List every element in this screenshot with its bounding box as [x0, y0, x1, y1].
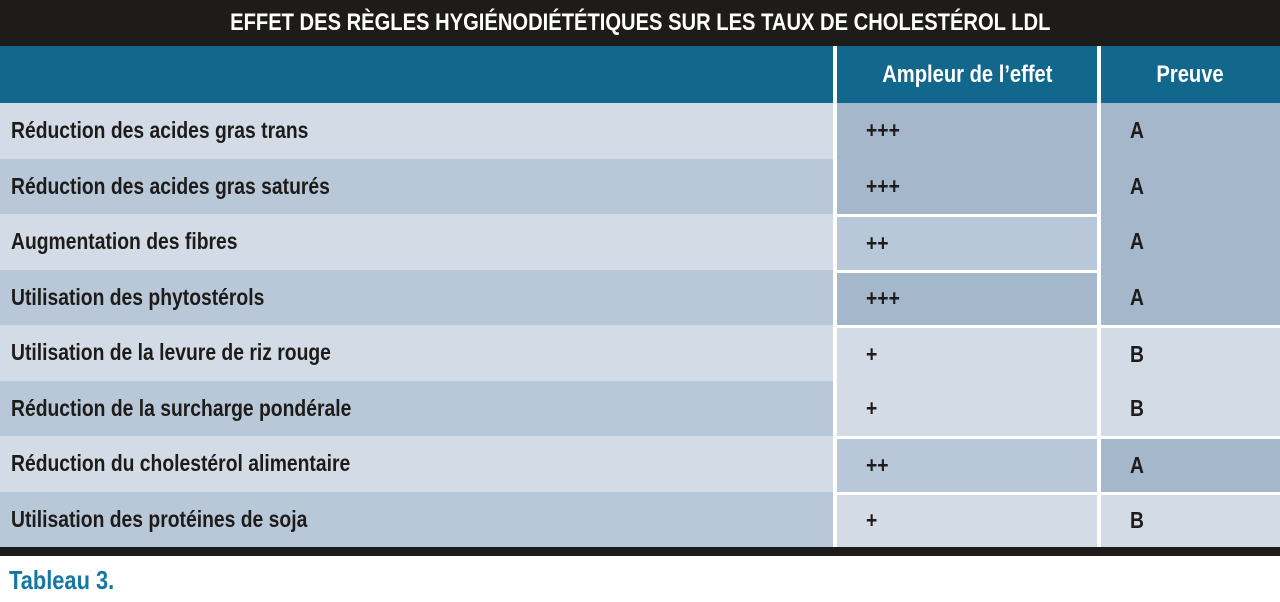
effect-cell: + [837, 491, 1097, 547]
effect-cell: +++ [837, 103, 1097, 159]
proof-cell: B [1101, 380, 1280, 436]
table-title: EFFET DES RÈGLES HYGIÉNODIÉTÉTIQUES SUR … [229, 9, 1051, 36]
proof-cell: A [1101, 269, 1280, 325]
effect-cells: +++ +++ ++ +++ + + ++ + [837, 103, 1097, 547]
table-caption: Tableau 3. [0, 556, 1280, 596]
row-label-cell-text: Augmentation des fibres [11, 228, 238, 255]
caption-text: Tableau 3. [9, 565, 115, 595]
effect-cell: + [837, 380, 1097, 436]
header-proof-label: Preuve [1156, 60, 1225, 88]
column-separator-1 [833, 46, 837, 547]
effect-cell: +++ [837, 158, 1097, 214]
effect-cell-text: +++ [866, 285, 900, 312]
effect-cell-text: ++ [866, 451, 889, 478]
effect-cell-text: +++ [866, 172, 900, 199]
effect-cell-text: +++ [866, 117, 900, 144]
effect-cell-text: ++ [866, 229, 889, 256]
proof-cell: A [1101, 103, 1280, 159]
table-title-bar: EFFET DES RÈGLES HYGIÉNODIÉTÉTIQUES SUR … [0, 0, 1280, 46]
effect-cell: ++ [837, 436, 1097, 492]
proof-cell-text: A [1130, 228, 1144, 255]
proof-cell-text: A [1130, 117, 1144, 144]
header-effect-cell: Ampleur de l’effet [837, 46, 1097, 103]
proof-cell: A [1101, 436, 1280, 492]
proof-cell: A [1101, 214, 1280, 270]
row-label-cell-text: Réduction de la surcharge pondérale [11, 394, 352, 421]
header-proof-cell: Preuve [1101, 46, 1280, 103]
row-label-cell: Utilisation des protéines de soja [0, 491, 833, 547]
proof-cell-text: A [1130, 283, 1144, 310]
row-label-cell: Utilisation de la levure de riz rouge [0, 325, 833, 381]
row-label-cell: Réduction des acides gras saturés [0, 158, 833, 214]
proof-cell: A [1101, 158, 1280, 214]
proof-cell: B [1101, 325, 1280, 381]
effect-cell: ++ [837, 214, 1097, 270]
effect-cell-text: + [866, 340, 878, 367]
effect-cell-text: + [866, 507, 878, 534]
effect-cell-text: + [866, 394, 878, 421]
proof-cell-text: A [1130, 172, 1144, 199]
row-label-cell-text: Utilisation des phytostérols [11, 283, 265, 310]
row-label-cell: Réduction des acides gras trans [0, 103, 833, 159]
column-separator-2 [1097, 46, 1101, 547]
row-label-cell: Augmentation des fibres [0, 214, 833, 270]
row-label-cell: Utilisation des phytostérols [0, 269, 833, 325]
effect-cell: +++ [837, 269, 1097, 325]
proof-cell-text: B [1130, 340, 1144, 367]
row-label-cell-text: Utilisation de la levure de riz rouge [11, 339, 331, 366]
effect-cell: + [837, 325, 1097, 381]
proof-cell-text: B [1130, 507, 1144, 534]
header-effect-label: Ampleur de l’effet [881, 60, 1053, 88]
proof-cell: B [1101, 491, 1280, 547]
header-empty-cell [0, 46, 833, 103]
row-label-cell: Réduction du cholestérol alimentaire [0, 436, 833, 492]
table-bottom-bar [0, 547, 1280, 556]
effect-column: Ampleur de l’effet +++ +++ ++ +++ + + ++ + [837, 46, 1097, 547]
row-label-cell-text: Réduction des acides gras saturés [11, 172, 330, 199]
proof-cell-text: B [1130, 394, 1144, 421]
label-cells: Réduction des acides gras trans Réduction… [0, 103, 833, 547]
table: Réduction des acides gras trans Réduction… [0, 46, 1280, 547]
label-column: Réduction des acides gras trans Réduction… [0, 46, 833, 547]
row-label-cell-text: Utilisation des protéines de soja [11, 505, 308, 532]
row-label-cell-text: Réduction du cholestérol alimentaire [11, 450, 351, 477]
proof-cell-text: A [1130, 451, 1144, 478]
row-label-cell: Réduction de la surcharge pondérale [0, 380, 833, 436]
row-label-cell-text: Réduction des acides gras trans [11, 117, 309, 144]
